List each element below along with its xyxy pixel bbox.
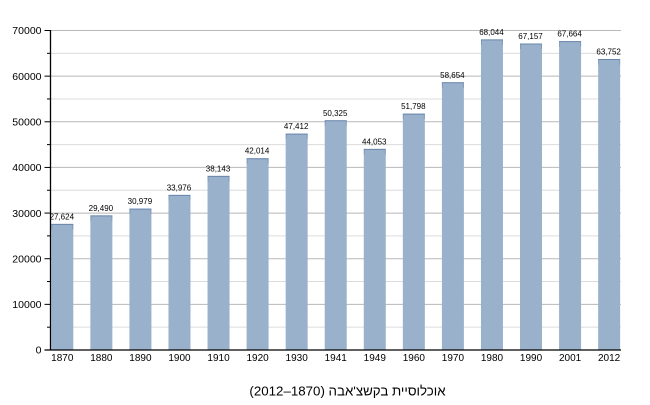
svg-text:1980: 1980 — [481, 353, 504, 364]
svg-text:30000: 30000 — [12, 208, 41, 220]
svg-text:47,412: 47,412 — [284, 122, 309, 131]
svg-text:אוכלוסיית בקשצ'אבה (1870–2012): אוכלוסיית בקשצ'אבה (1870–2012) — [249, 384, 446, 399]
svg-text:30,979: 30,979 — [128, 197, 153, 206]
svg-text:42,014: 42,014 — [245, 147, 270, 156]
svg-text:50,325: 50,325 — [323, 109, 348, 118]
svg-text:1970: 1970 — [442, 353, 465, 364]
svg-text:44,053: 44,053 — [362, 137, 387, 146]
svg-text:60000: 60000 — [12, 71, 41, 83]
svg-text:27,624: 27,624 — [50, 212, 75, 221]
svg-text:50000: 50000 — [12, 116, 41, 128]
svg-text:67,157: 67,157 — [518, 32, 543, 41]
svg-text:1960: 1960 — [403, 353, 426, 364]
svg-text:67,664: 67,664 — [557, 30, 582, 39]
svg-text:68,044: 68,044 — [479, 28, 504, 37]
svg-text:0: 0 — [36, 345, 42, 357]
svg-text:40000: 40000 — [12, 162, 41, 174]
svg-text:1990: 1990 — [520, 353, 543, 364]
svg-text:10000: 10000 — [12, 299, 41, 311]
svg-text:33,976: 33,976 — [167, 183, 192, 192]
svg-text:1890: 1890 — [129, 353, 152, 364]
svg-text:20000: 20000 — [12, 253, 41, 265]
svg-text:2001: 2001 — [559, 353, 582, 364]
svg-text:51,798: 51,798 — [401, 102, 426, 111]
svg-text:70000: 70000 — [12, 25, 41, 37]
svg-text:1900: 1900 — [168, 353, 191, 364]
svg-text:2012: 2012 — [598, 353, 621, 364]
svg-text:58,654: 58,654 — [440, 71, 465, 80]
svg-text:1910: 1910 — [207, 353, 230, 364]
svg-text:63,752: 63,752 — [596, 48, 621, 57]
svg-text:1880: 1880 — [90, 353, 113, 364]
svg-text:29,490: 29,490 — [89, 204, 114, 213]
svg-text:1941: 1941 — [325, 353, 348, 364]
svg-text:1930: 1930 — [286, 353, 309, 364]
svg-text:38,143: 38,143 — [206, 164, 231, 173]
svg-text:1949: 1949 — [364, 353, 387, 364]
svg-text:1870: 1870 — [51, 353, 74, 364]
svg-text:1920: 1920 — [246, 353, 269, 364]
